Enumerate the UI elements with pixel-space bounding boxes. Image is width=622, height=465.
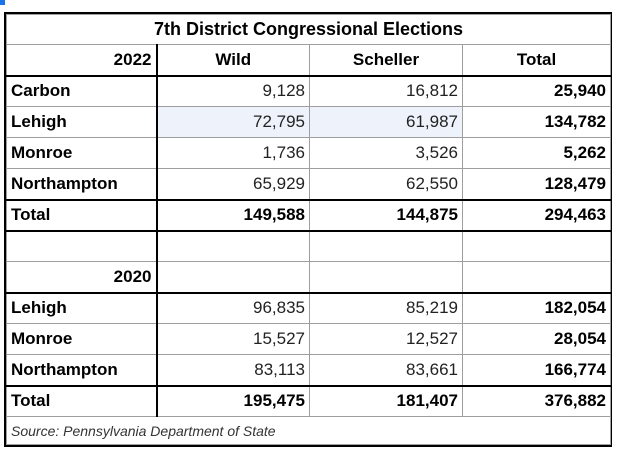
wild-cell: 1,736 <box>156 137 310 169</box>
scheller-column-header: Scheller <box>309 44 463 77</box>
wild-total-cell: 195,475 <box>156 385 310 417</box>
scheller-cell: 62,550 <box>309 168 463 201</box>
table-row: Lehigh 96,835 85,219 182,054 <box>6 292 612 324</box>
empty-cell <box>6 230 158 262</box>
spacer-row <box>6 230 612 262</box>
empty-cell <box>309 230 463 262</box>
source-note: Source: Pennsylvania Department of State <box>5 416 612 445</box>
total-cell: 128,479 <box>461 168 612 201</box>
county-cell: Northampton <box>6 168 158 201</box>
empty-cell <box>156 261 310 294</box>
year-2022-header: 2022 <box>6 44 158 77</box>
grand-total-cell: 376,882 <box>461 385 612 417</box>
scheller-cell: 3,526 <box>309 137 463 169</box>
grand-total-cell: 294,463 <box>461 199 612 232</box>
total-row-2020: Total 195,475 181,407 376,882 <box>6 385 612 417</box>
total-row-2022: Total 149,588 144,875 294,463 <box>6 199 612 232</box>
total-cell: 166,774 <box>461 354 612 387</box>
scheller-cell: 61,987 <box>309 106 463 138</box>
total-label-cell: Total <box>6 385 158 417</box>
total-cell: 28,054 <box>461 323 612 355</box>
selection-corner-marker <box>0 0 5 5</box>
wild-cell: 9,128 <box>156 75 310 107</box>
total-cell: 25,940 <box>461 75 612 107</box>
table-title-row: 7th District Congressional Elections <box>5 14 612 45</box>
empty-cell <box>461 261 612 294</box>
total-column-header: Total <box>461 44 612 77</box>
wild-cell: 83,113 <box>156 354 310 387</box>
table-row: Monroe 1,736 3,526 5,262 <box>6 137 612 169</box>
scheller-total-cell: 144,875 <box>309 199 463 232</box>
empty-cell <box>156 230 310 262</box>
county-cell: Northampton <box>6 354 158 387</box>
empty-cell <box>309 261 463 294</box>
total-label-cell: Total <box>6 199 158 232</box>
wild-column-header: Wild <box>156 44 310 77</box>
county-cell: Monroe <box>6 323 158 355</box>
table-row: Carbon 9,128 16,812 25,940 <box>6 75 612 107</box>
scheller-total-cell: 181,407 <box>309 385 463 417</box>
county-cell: Carbon <box>6 75 158 107</box>
county-cell: Lehigh <box>6 106 158 138</box>
header-row-2022: 2022 Wild Scheller Total <box>6 44 612 77</box>
total-cell: 5,262 <box>461 137 612 169</box>
total-cell: 182,054 <box>461 292 612 324</box>
scheller-cell: 83,661 <box>309 354 463 387</box>
header-row-2020: 2020 <box>6 261 612 294</box>
table-row: Northampton 83,113 83,661 166,774 <box>6 354 612 387</box>
wild-cell: 15,527 <box>156 323 310 355</box>
table-title: 7th District Congressional Elections <box>5 14 612 45</box>
scheller-cell: 85,219 <box>309 292 463 324</box>
table-row: Northampton 65,929 62,550 128,479 <box>6 168 612 201</box>
wild-total-cell: 149,588 <box>156 199 310 232</box>
county-cell: Monroe <box>6 137 158 169</box>
table-row: Monroe 15,527 12,527 28,054 <box>6 323 612 355</box>
wild-cell: 72,795 <box>156 106 310 138</box>
empty-cell <box>461 230 612 262</box>
county-cell: Lehigh <box>6 292 158 324</box>
scheller-cell: 12,527 <box>309 323 463 355</box>
table-row: Lehigh 72,795 61,987 134,782 <box>6 106 612 138</box>
wild-cell: 96,835 <box>156 292 310 324</box>
year-2020-header: 2020 <box>6 261 158 294</box>
election-results-table: 7th District Congressional Elections 202… <box>4 12 612 447</box>
total-cell: 134,782 <box>461 106 612 138</box>
source-row: Source: Pennsylvania Department of State <box>5 416 612 445</box>
scheller-cell: 16,812 <box>309 75 463 107</box>
wild-cell: 65,929 <box>156 168 310 201</box>
